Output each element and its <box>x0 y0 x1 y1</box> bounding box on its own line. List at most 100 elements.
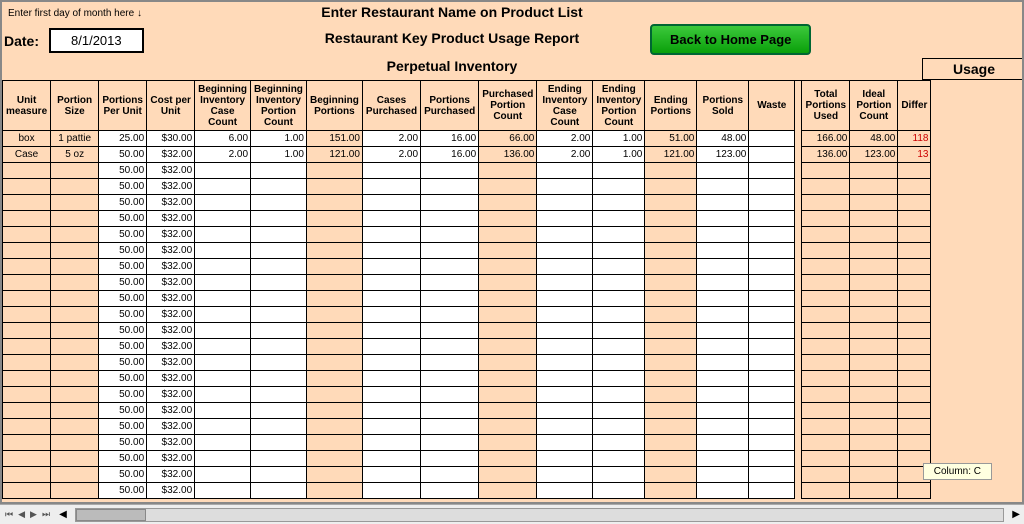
cell[interactable] <box>802 259 850 275</box>
cell[interactable] <box>593 227 645 243</box>
tab-first-icon[interactable]: ⏮ <box>4 509 14 520</box>
cell[interactable] <box>479 211 537 227</box>
cell[interactable]: $32.00 <box>147 195 195 211</box>
cell[interactable] <box>362 227 420 243</box>
tab-last-icon[interactable]: ⏭ <box>41 509 51 520</box>
cell[interactable] <box>479 179 537 195</box>
cell[interactable] <box>898 195 931 211</box>
cell[interactable] <box>537 339 593 355</box>
cell[interactable] <box>697 403 749 419</box>
cell[interactable] <box>479 307 537 323</box>
cell[interactable] <box>306 291 362 307</box>
cell[interactable] <box>697 211 749 227</box>
cell[interactable] <box>537 195 593 211</box>
cell[interactable] <box>362 435 420 451</box>
cell[interactable] <box>898 291 931 307</box>
cell[interactable] <box>3 355 51 371</box>
cell[interactable]: 166.00 <box>802 131 850 147</box>
cell[interactable] <box>850 211 898 227</box>
cell[interactable] <box>749 147 795 163</box>
cell[interactable] <box>251 243 307 259</box>
cell[interactable] <box>697 259 749 275</box>
cell[interactable] <box>749 451 795 467</box>
cell[interactable] <box>479 387 537 403</box>
cell[interactable] <box>802 467 850 483</box>
cell[interactable] <box>51 243 99 259</box>
cell[interactable] <box>195 227 251 243</box>
table-row[interactable]: 50.00$32.00 <box>3 435 931 451</box>
table-row[interactable]: 50.00$32.00 <box>3 307 931 323</box>
cell[interactable] <box>51 387 99 403</box>
cell[interactable]: 1 pattie <box>51 131 99 147</box>
cell[interactable] <box>362 371 420 387</box>
cell[interactable] <box>593 179 645 195</box>
cell[interactable] <box>593 483 645 499</box>
cell[interactable] <box>306 371 362 387</box>
cell[interactable] <box>749 371 795 387</box>
cell[interactable] <box>362 387 420 403</box>
cell[interactable] <box>3 307 51 323</box>
cell[interactable]: 5 oz <box>51 147 99 163</box>
cell[interactable] <box>537 435 593 451</box>
cell[interactable] <box>195 307 251 323</box>
cell[interactable]: 50.00 <box>99 147 147 163</box>
cell[interactable] <box>479 339 537 355</box>
column-header[interactable]: Ending Inventory Portion Count <box>593 81 645 131</box>
cell[interactable] <box>251 403 307 419</box>
cell[interactable] <box>306 195 362 211</box>
cell[interactable] <box>421 275 479 291</box>
column-header[interactable]: Unit measure <box>3 81 51 131</box>
cell[interactable] <box>195 467 251 483</box>
cell[interactable] <box>593 419 645 435</box>
cell[interactable] <box>3 435 51 451</box>
cell[interactable] <box>749 131 795 147</box>
cell[interactable] <box>195 339 251 355</box>
cell[interactable] <box>479 467 537 483</box>
table-row[interactable]: 50.00$32.00 <box>3 339 931 355</box>
cell[interactable] <box>251 323 307 339</box>
cell[interactable]: 66.00 <box>479 131 537 147</box>
back-home-button[interactable]: Back to Home Page <box>650 24 811 55</box>
column-header[interactable]: Portions Purchased <box>421 81 479 131</box>
cell[interactable] <box>697 243 749 259</box>
cell[interactable]: $32.00 <box>147 467 195 483</box>
cell[interactable] <box>749 323 795 339</box>
cell[interactable] <box>537 211 593 227</box>
cell[interactable] <box>697 275 749 291</box>
cell[interactable]: 2.00 <box>537 147 593 163</box>
cell[interactable] <box>3 483 51 499</box>
cell[interactable] <box>251 483 307 499</box>
cell[interactable] <box>51 275 99 291</box>
cell[interactable]: 2.00 <box>195 147 251 163</box>
cell[interactable] <box>645 387 697 403</box>
cell[interactable] <box>593 451 645 467</box>
cell[interactable] <box>251 339 307 355</box>
cell[interactable] <box>537 259 593 275</box>
table-row[interactable]: 50.00$32.00 <box>3 195 931 211</box>
table-row[interactable]: 50.00$32.00 <box>3 275 931 291</box>
cell[interactable] <box>51 227 99 243</box>
cell[interactable] <box>3 259 51 275</box>
cell[interactable]: 1.00 <box>251 147 307 163</box>
cell[interactable] <box>802 163 850 179</box>
cell[interactable] <box>306 179 362 195</box>
cell[interactable]: 50.00 <box>99 451 147 467</box>
cell[interactable] <box>51 355 99 371</box>
cell[interactable] <box>898 371 931 387</box>
cell[interactable]: 50.00 <box>99 371 147 387</box>
cell[interactable] <box>802 355 850 371</box>
cell[interactable] <box>251 387 307 403</box>
cell[interactable] <box>537 467 593 483</box>
cell[interactable] <box>362 291 420 307</box>
table-row[interactable]: 50.00$32.00 <box>3 163 931 179</box>
cell[interactable] <box>306 211 362 227</box>
cell[interactable] <box>306 419 362 435</box>
cell[interactable]: 25.00 <box>99 131 147 147</box>
column-header[interactable]: Ideal Portion Count <box>850 81 898 131</box>
scrollbar-thumb[interactable] <box>76 509 146 521</box>
cell[interactable] <box>593 163 645 179</box>
cell[interactable] <box>802 275 850 291</box>
cell[interactable] <box>898 339 931 355</box>
cell[interactable]: $32.00 <box>147 211 195 227</box>
cell[interactable] <box>697 419 749 435</box>
